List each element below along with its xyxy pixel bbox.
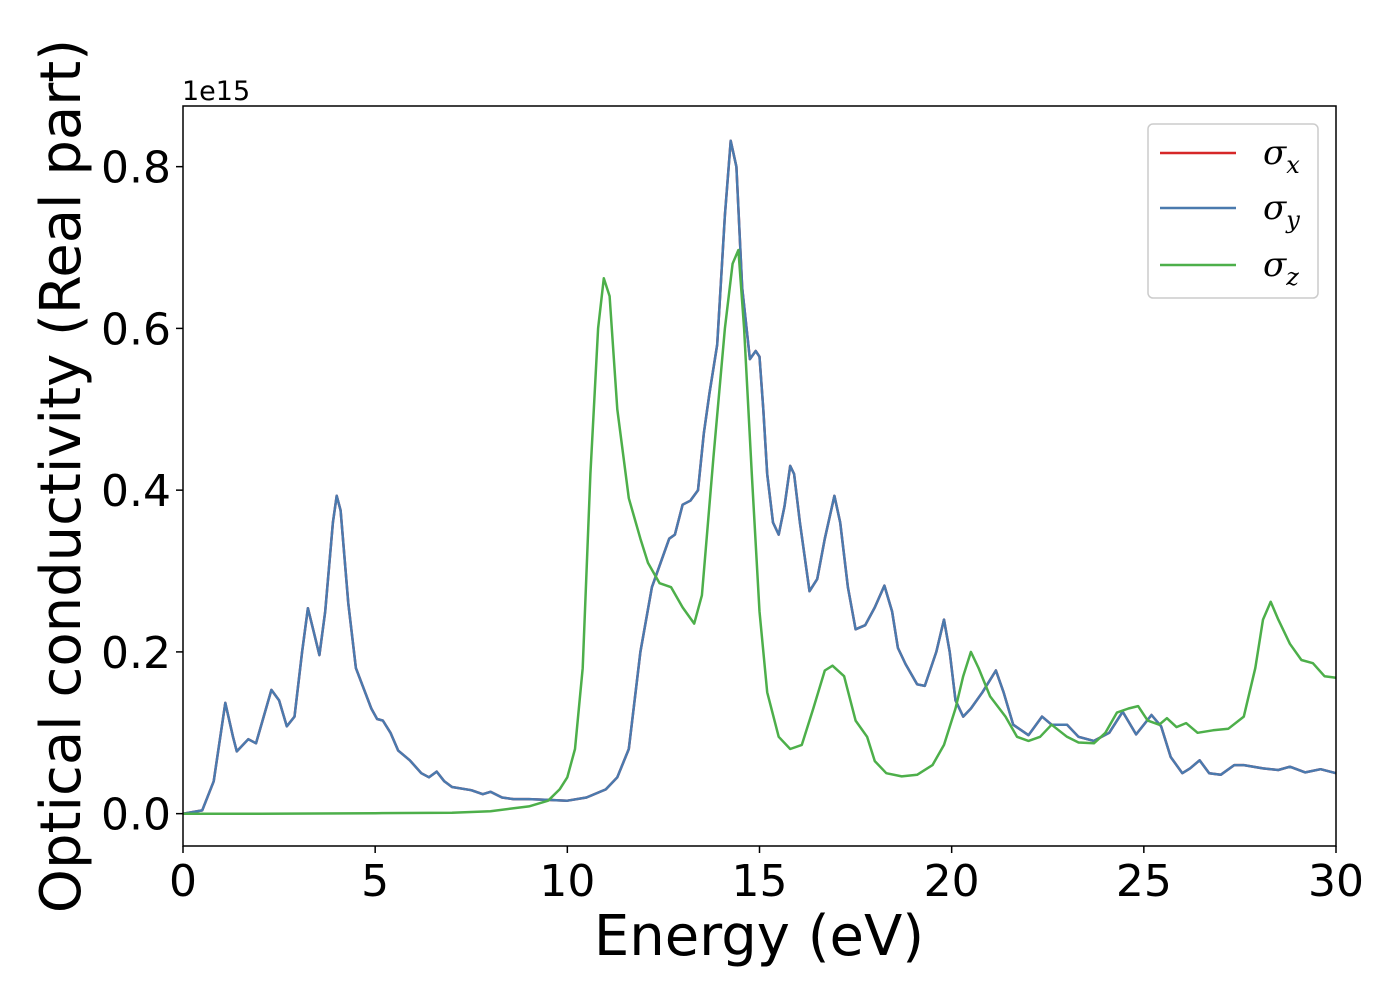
legend-label-z: σz (1263, 245, 1299, 291)
y-tick-label: 0.6 (101, 304, 171, 355)
y-axis-title: Optical conductivity (Real part) (29, 39, 94, 913)
series-line-z (183, 248, 1337, 815)
legend: σx σy σz (1147, 123, 1319, 299)
x-tick-label: 15 (732, 856, 788, 907)
legend-label-y: σy (1263, 188, 1300, 234)
y-tick-label: 0.2 (101, 628, 171, 679)
x-tick-label: 30 (1308, 856, 1364, 907)
y-axis-ticks: 0.0 0.2 0.4 0.6 0.8 (101, 143, 183, 841)
y-tick-label: 0.0 (101, 790, 171, 841)
y-tick-label: 0.8 (101, 143, 171, 194)
y-tick-label: 0.4 (101, 466, 171, 517)
legend-items: σx σy σz (1160, 133, 1300, 291)
x-tick-label: 10 (539, 856, 595, 907)
x-tick-label: 25 (1116, 856, 1172, 907)
y-offset-label: 1e15 (182, 76, 250, 107)
x-tick-label: 5 (361, 856, 389, 907)
x-axis-ticks: 0 5 10 15 20 25 30 (169, 846, 1364, 907)
x-tick-label: 20 (924, 856, 980, 907)
series-lines (182, 139, 1337, 815)
legend-label-x: σx (1263, 133, 1300, 179)
x-axis-title: Energy (eV) (594, 904, 924, 969)
legend-frame (1147, 123, 1319, 299)
x-tick-label: 0 (169, 856, 197, 907)
